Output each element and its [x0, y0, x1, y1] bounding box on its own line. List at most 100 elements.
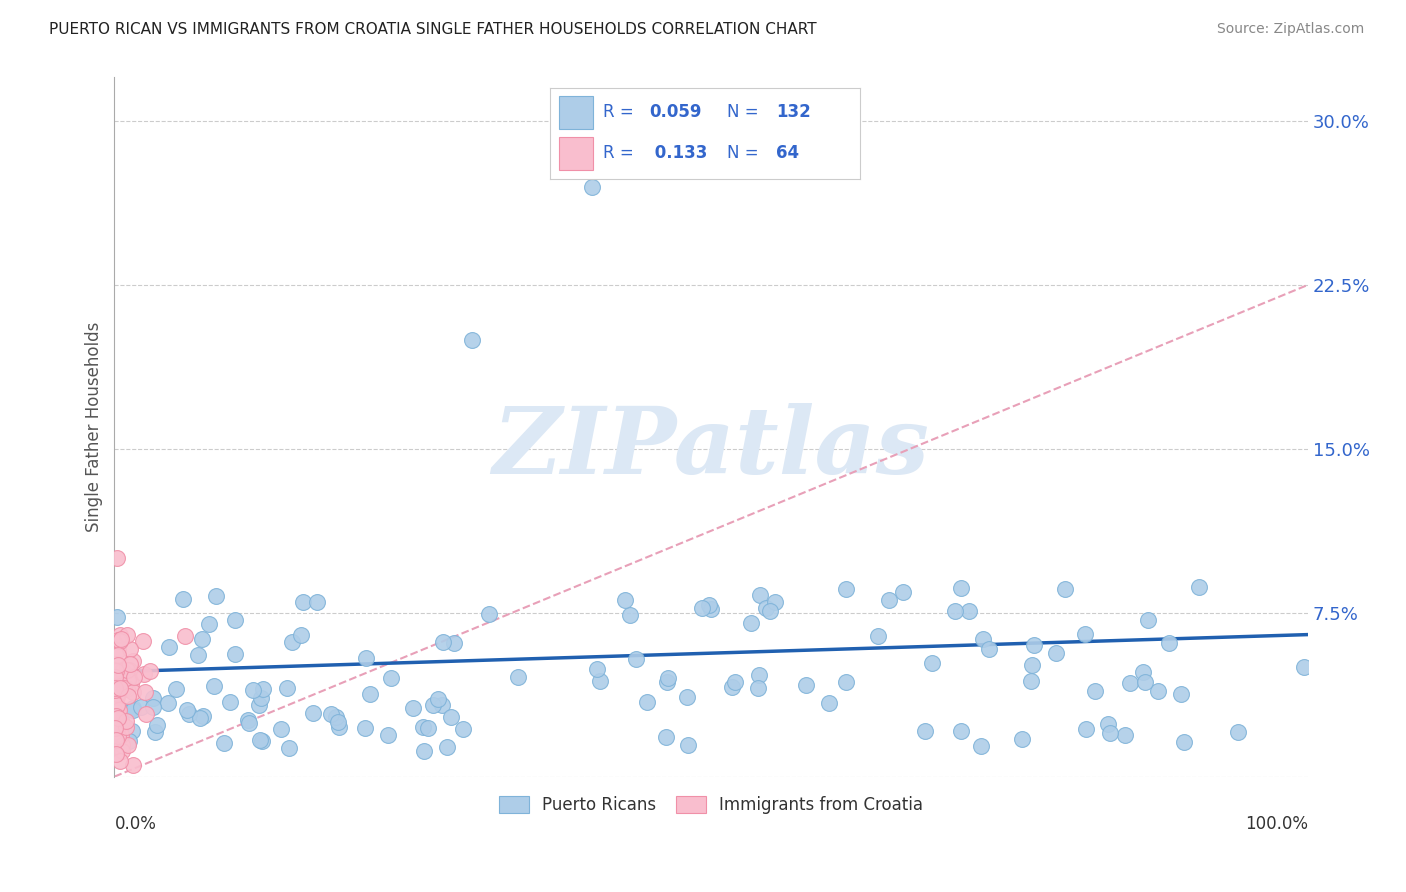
Point [759, 604, 782, 618]
Point [249, 732, 271, 747]
Point [104, 686, 127, 700]
Point [107, 658, 129, 673]
Point [1011, 731, 1033, 746]
Point [1146, 683, 1168, 698]
Point [108, 718, 131, 732]
Point [270, 722, 292, 736]
Point [212, 736, 235, 750]
Point [110, 713, 132, 727]
Point [755, 601, 778, 615]
Point [1170, 687, 1192, 701]
Point [957, 604, 980, 618]
Point [581, 179, 603, 194]
Point [443, 636, 465, 650]
Point [818, 696, 841, 710]
Text: 100.0%: 100.0% [1244, 815, 1308, 833]
Point [165, 681, 187, 696]
Point [290, 628, 312, 642]
Point [835, 675, 858, 690]
Point [950, 582, 973, 596]
Text: Source: ZipAtlas.com: Source: ZipAtlas.com [1216, 22, 1364, 37]
Point [413, 744, 436, 758]
Point [1294, 660, 1316, 674]
Point [110, 755, 132, 769]
Point [105, 664, 128, 678]
Point [657, 672, 679, 686]
Point [104, 703, 127, 717]
Point [1099, 725, 1122, 739]
Point [118, 734, 141, 748]
Point [626, 651, 648, 665]
Point [115, 681, 138, 696]
Point [763, 595, 786, 609]
Point [176, 703, 198, 717]
Point [436, 739, 458, 754]
Point [359, 687, 381, 701]
Point [120, 677, 142, 691]
Point [1097, 717, 1119, 731]
Point [619, 607, 641, 622]
Point [252, 734, 274, 748]
Point [107, 730, 129, 744]
Point [877, 593, 900, 607]
Point [319, 706, 342, 721]
Point [238, 716, 260, 731]
Point [108, 633, 131, 648]
Point [302, 706, 325, 720]
Point [412, 720, 434, 734]
Point [117, 738, 139, 752]
Point [432, 634, 454, 648]
Point [157, 640, 180, 654]
Point [422, 698, 444, 712]
Point [586, 662, 609, 676]
Point [105, 610, 128, 624]
Point [325, 710, 347, 724]
Text: 0.0%: 0.0% [114, 815, 156, 833]
Point [108, 721, 131, 735]
Point [1159, 636, 1181, 650]
Point [107, 633, 129, 648]
Point [191, 632, 214, 646]
Point [1076, 722, 1098, 736]
Point [120, 642, 142, 657]
Point [748, 668, 770, 682]
Point [891, 585, 914, 599]
Point [105, 551, 128, 566]
Point [111, 716, 134, 731]
Point [636, 695, 658, 709]
Point [105, 657, 128, 671]
Point [118, 663, 141, 677]
Point [416, 721, 439, 735]
Point [1019, 674, 1042, 689]
Point [613, 593, 636, 607]
Point [219, 695, 242, 709]
Point [749, 588, 772, 602]
Point [104, 704, 127, 718]
Point [115, 720, 138, 734]
Point [377, 727, 399, 741]
Point [950, 724, 973, 739]
Legend: Puerto Ricans, Immigrants from Croatia: Puerto Ricans, Immigrants from Croatia [492, 789, 931, 821]
Point [193, 709, 215, 723]
Y-axis label: Single Father Households: Single Father Households [86, 322, 103, 533]
Point [104, 709, 127, 723]
Point [277, 740, 299, 755]
Point [111, 744, 134, 758]
Point [1045, 646, 1067, 660]
Point [740, 616, 762, 631]
Point [676, 690, 699, 704]
Point [972, 632, 994, 646]
Point [835, 582, 858, 596]
Point [134, 685, 156, 699]
Point [117, 673, 139, 688]
Point [177, 707, 200, 722]
Point [172, 592, 194, 607]
Point [1136, 613, 1159, 627]
Point [724, 675, 747, 690]
Point [506, 670, 529, 684]
Point [121, 702, 143, 716]
Point [110, 632, 132, 646]
Point [430, 698, 453, 712]
Point [105, 687, 128, 701]
Point [117, 628, 139, 642]
